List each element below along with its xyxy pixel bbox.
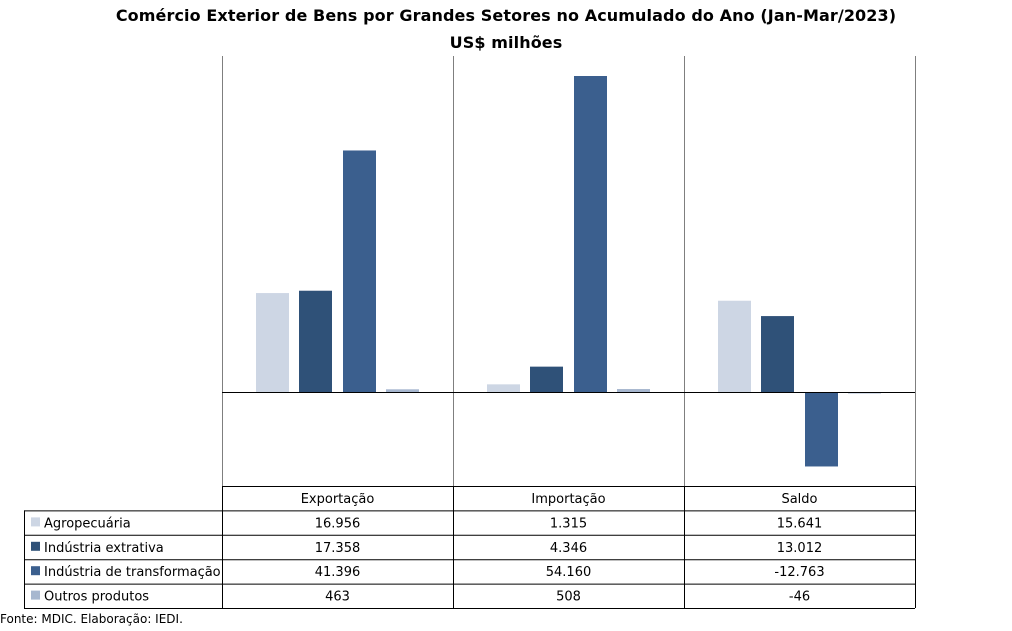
category-label-importação: Importação (531, 492, 605, 507)
data-label: 17.358 (315, 541, 361, 556)
bar-ind-stria-extrativa-exportação (299, 290, 332, 392)
bar-agropecu-ria-exportação (256, 293, 289, 392)
category-label-exportação: Exportação (301, 492, 375, 507)
data-label: 15.641 (777, 516, 823, 531)
legend-swatch (31, 566, 40, 576)
bar-ind-stria-extrativa-saldo (761, 316, 794, 392)
data-label: 463 (325, 590, 350, 605)
legend-label: Outros produtos (44, 590, 149, 605)
data-label: -12.763 (774, 565, 824, 580)
bar-ind-stria-de-transforma-o-saldo (805, 392, 838, 467)
data-label: -46 (789, 590, 810, 605)
data-label: 16.956 (315, 516, 361, 531)
data-label: 54.160 (546, 565, 592, 580)
bar-agropecu-ria-importação (487, 384, 520, 392)
data-label: 4.346 (550, 541, 587, 556)
bar-outros-produtos-exportação (386, 389, 419, 392)
data-label: 508 (556, 590, 581, 605)
legend-label: Agropecuária (44, 516, 131, 531)
data-label: 41.396 (315, 565, 361, 580)
chart-area: Exportação Importação Saldo Agropecuária 16.… (24, 56, 916, 609)
data-label: 1.315 (550, 516, 587, 531)
category-label-saldo: Saldo (781, 492, 817, 507)
legend-swatch (31, 590, 40, 600)
bar-ind-stria-de-transforma-o-exportação (343, 150, 376, 392)
chart-title: Comércio Exterior de Bens por Grandes Se… (115, 6, 897, 25)
bar-outros-produtos-importação (617, 389, 650, 392)
bar-ind-stria-extrativa-importação (530, 366, 563, 392)
source-note: Fonte: MDIC. Elaboração: IEDI. (0, 612, 183, 626)
data-label: 13.012 (777, 541, 823, 556)
chart-subtitle: US$ milhões (449, 33, 563, 52)
bar-ind-stria-de-transforma-o-importação (574, 76, 607, 392)
legend-swatch (31, 541, 40, 551)
bar-agropecu-ria-saldo (718, 300, 751, 392)
legend-swatch (31, 517, 40, 527)
legend-label: Indústria extrativa (44, 541, 164, 556)
legend-label: Indústria de transformação (44, 565, 221, 580)
